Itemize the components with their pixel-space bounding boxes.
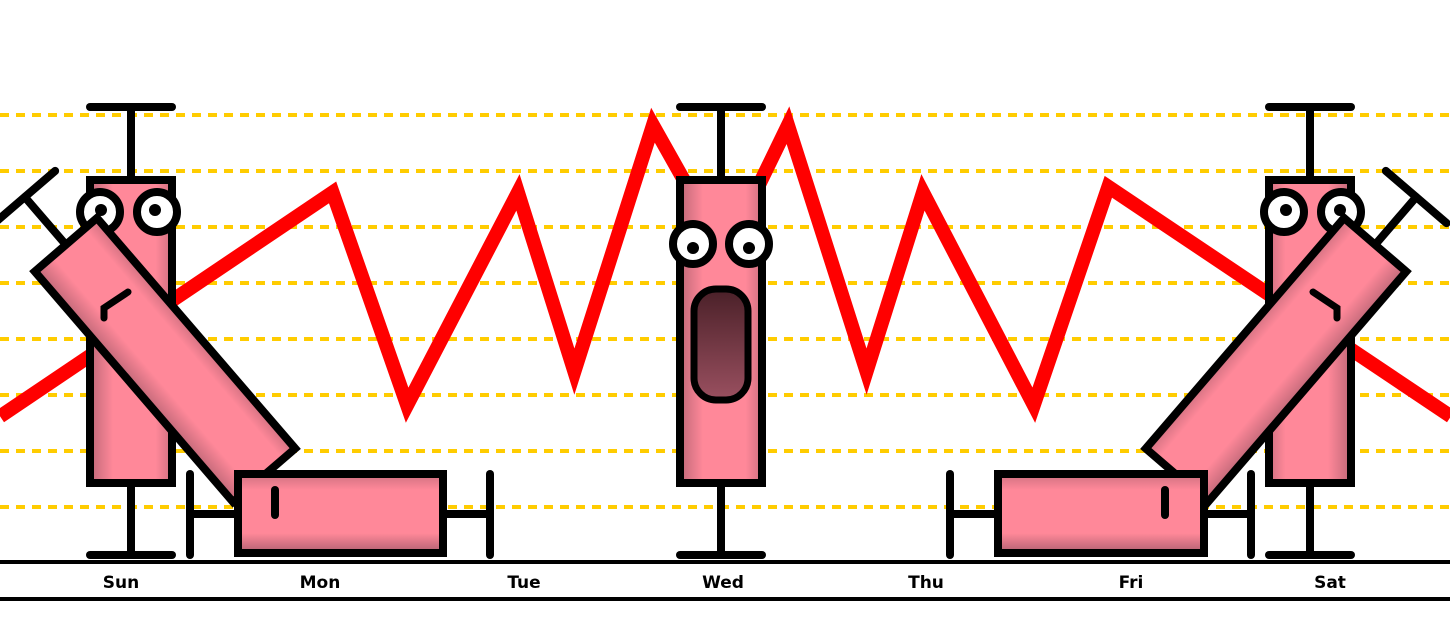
pupil: [1334, 204, 1346, 216]
x-tick-labels: Sun Mon Tue Wed Thu Fri Sat: [103, 573, 1346, 593]
whisker: [20, 193, 70, 249]
whisker-cap: [1381, 166, 1450, 228]
frown-mouth: [1309, 288, 1341, 322]
pupil: [743, 242, 755, 254]
boxplot-fri: [946, 470, 1255, 559]
box: [994, 470, 1208, 557]
boxplot-wed: [669, 103, 773, 559]
x-tick-label: Mon: [300, 573, 341, 593]
boxplot-figures: [0, 103, 1450, 559]
boxplot-sat-group: [946, 103, 1450, 559]
x-tick-label: Tue: [507, 573, 540, 593]
boxplot-mon: [186, 470, 494, 559]
pupil: [149, 204, 161, 216]
x-tick-label: Wed: [702, 573, 744, 593]
pupil: [95, 204, 107, 216]
box: [234, 470, 447, 557]
x-tick-label: Thu: [908, 573, 944, 593]
x-tick-label: Sat: [1314, 573, 1346, 593]
boxplot-sun-group: [0, 103, 494, 559]
x-tick-label: Sun: [103, 573, 139, 593]
pupil: [687, 242, 699, 254]
mouth: [690, 285, 752, 404]
whisker: [1371, 193, 1421, 249]
pupil: [1280, 204, 1292, 216]
whisker-cap: [0, 166, 60, 228]
x-tick-label: Fri: [1119, 573, 1144, 593]
frown-mouth: [100, 288, 132, 322]
